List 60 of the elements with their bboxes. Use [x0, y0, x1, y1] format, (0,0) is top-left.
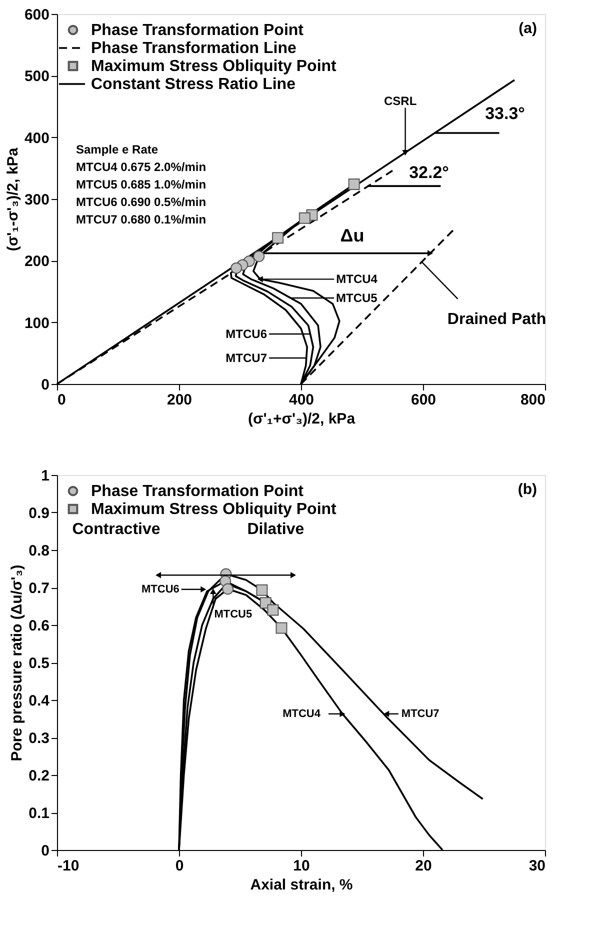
- y-tick-label: 0: [41, 376, 50, 394]
- annotation: MTCU7: [401, 708, 440, 720]
- legend-label: Constant Stress Ratio Line: [91, 76, 296, 93]
- y-tick-label: 100: [24, 314, 50, 332]
- annotation: 32.2°: [409, 163, 450, 182]
- legend-label: Phase Transformation Point: [91, 483, 304, 500]
- y-axis-title: Pore pressure ratio (Δu/σ'₃): [8, 564, 26, 762]
- x-tick-label: 30: [528, 858, 546, 874]
- annotation: (b): [518, 481, 537, 498]
- annotation: MTCU4 0.675 2.0%/min: [76, 160, 206, 174]
- x-tick-label: 200: [166, 392, 192, 408]
- annotation: MTCU6: [142, 583, 180, 596]
- y-tick-label: 0.2: [28, 768, 50, 784]
- y-tick-label: 0.6: [28, 618, 50, 634]
- y-tick-label: 300: [24, 192, 50, 208]
- y-tick-label: 0.8: [28, 542, 50, 560]
- x-tick-label: 10: [293, 858, 310, 874]
- annotation: MTCU7: [226, 351, 268, 365]
- y-tick-label: 0.1: [28, 805, 50, 822]
- y-tick-label: 400: [24, 130, 50, 147]
- y-tick-label: 1: [41, 468, 50, 484]
- x-tick-label: 0: [58, 392, 66, 408]
- annotation: MTCU6 0.690 0.5%/min: [76, 195, 206, 209]
- y-tick-label: 0: [41, 842, 50, 860]
- x-tick-label: 0: [175, 858, 184, 874]
- x-axis-title: (σ'₁+σ'₃)/2, kPa: [248, 410, 356, 428]
- annotation: MTCU4: [282, 708, 322, 720]
- y-tick-label: 0.4: [28, 692, 50, 710]
- x-axis-title: Axial strain, %: [250, 876, 353, 894]
- annotation: Sample e Rate: [76, 142, 158, 156]
- annotation: Δu: [340, 225, 364, 246]
- annotation: Drained Path: [447, 310, 546, 328]
- legend-label: Phase Transformation Point: [91, 22, 304, 39]
- annotation: CSRL: [384, 94, 417, 108]
- annotation: 33.3°: [485, 104, 526, 123]
- y-tick-label: 500: [24, 68, 50, 86]
- annotation: MTCU7 0.680 0.1%/min: [76, 212, 206, 226]
- y-tick-label: 0.7: [28, 580, 50, 597]
- annotation: MTCU6: [226, 327, 268, 341]
- y-tick-label: 600: [24, 6, 50, 24]
- annotation: MTCU4: [336, 272, 378, 286]
- legend-label: Maximum Stress Obliquity Point: [91, 501, 338, 518]
- annotation: MTCU5: [336, 291, 378, 305]
- x-tick-label: 20: [415, 858, 432, 874]
- y-axis-title: (σ'₁-σ'₃)/2, kPa: [4, 147, 22, 252]
- y-tick-label: 0.9: [28, 505, 50, 522]
- annotation: Dilative: [247, 521, 304, 538]
- x-tick-label: 400: [288, 392, 314, 408]
- legend-label: Maximum Stress Obliquity Point: [91, 58, 338, 75]
- annotation: Contractive: [72, 521, 160, 538]
- x-tick-label: -10: [58, 858, 80, 874]
- annotation: MTCU5: [214, 608, 252, 620]
- x-tick-label: 600: [410, 392, 436, 408]
- x-tick-label: 800: [520, 392, 546, 408]
- y-tick-label: 0.3: [28, 730, 50, 747]
- y-tick-label: 0.5: [28, 655, 50, 672]
- annotation: (a): [518, 20, 537, 37]
- annotation: MTCU5 0.685 1.0%/min: [76, 178, 206, 192]
- y-tick-label: 200: [24, 253, 50, 270]
- legend-label: Phase Transformation Line: [91, 40, 296, 57]
